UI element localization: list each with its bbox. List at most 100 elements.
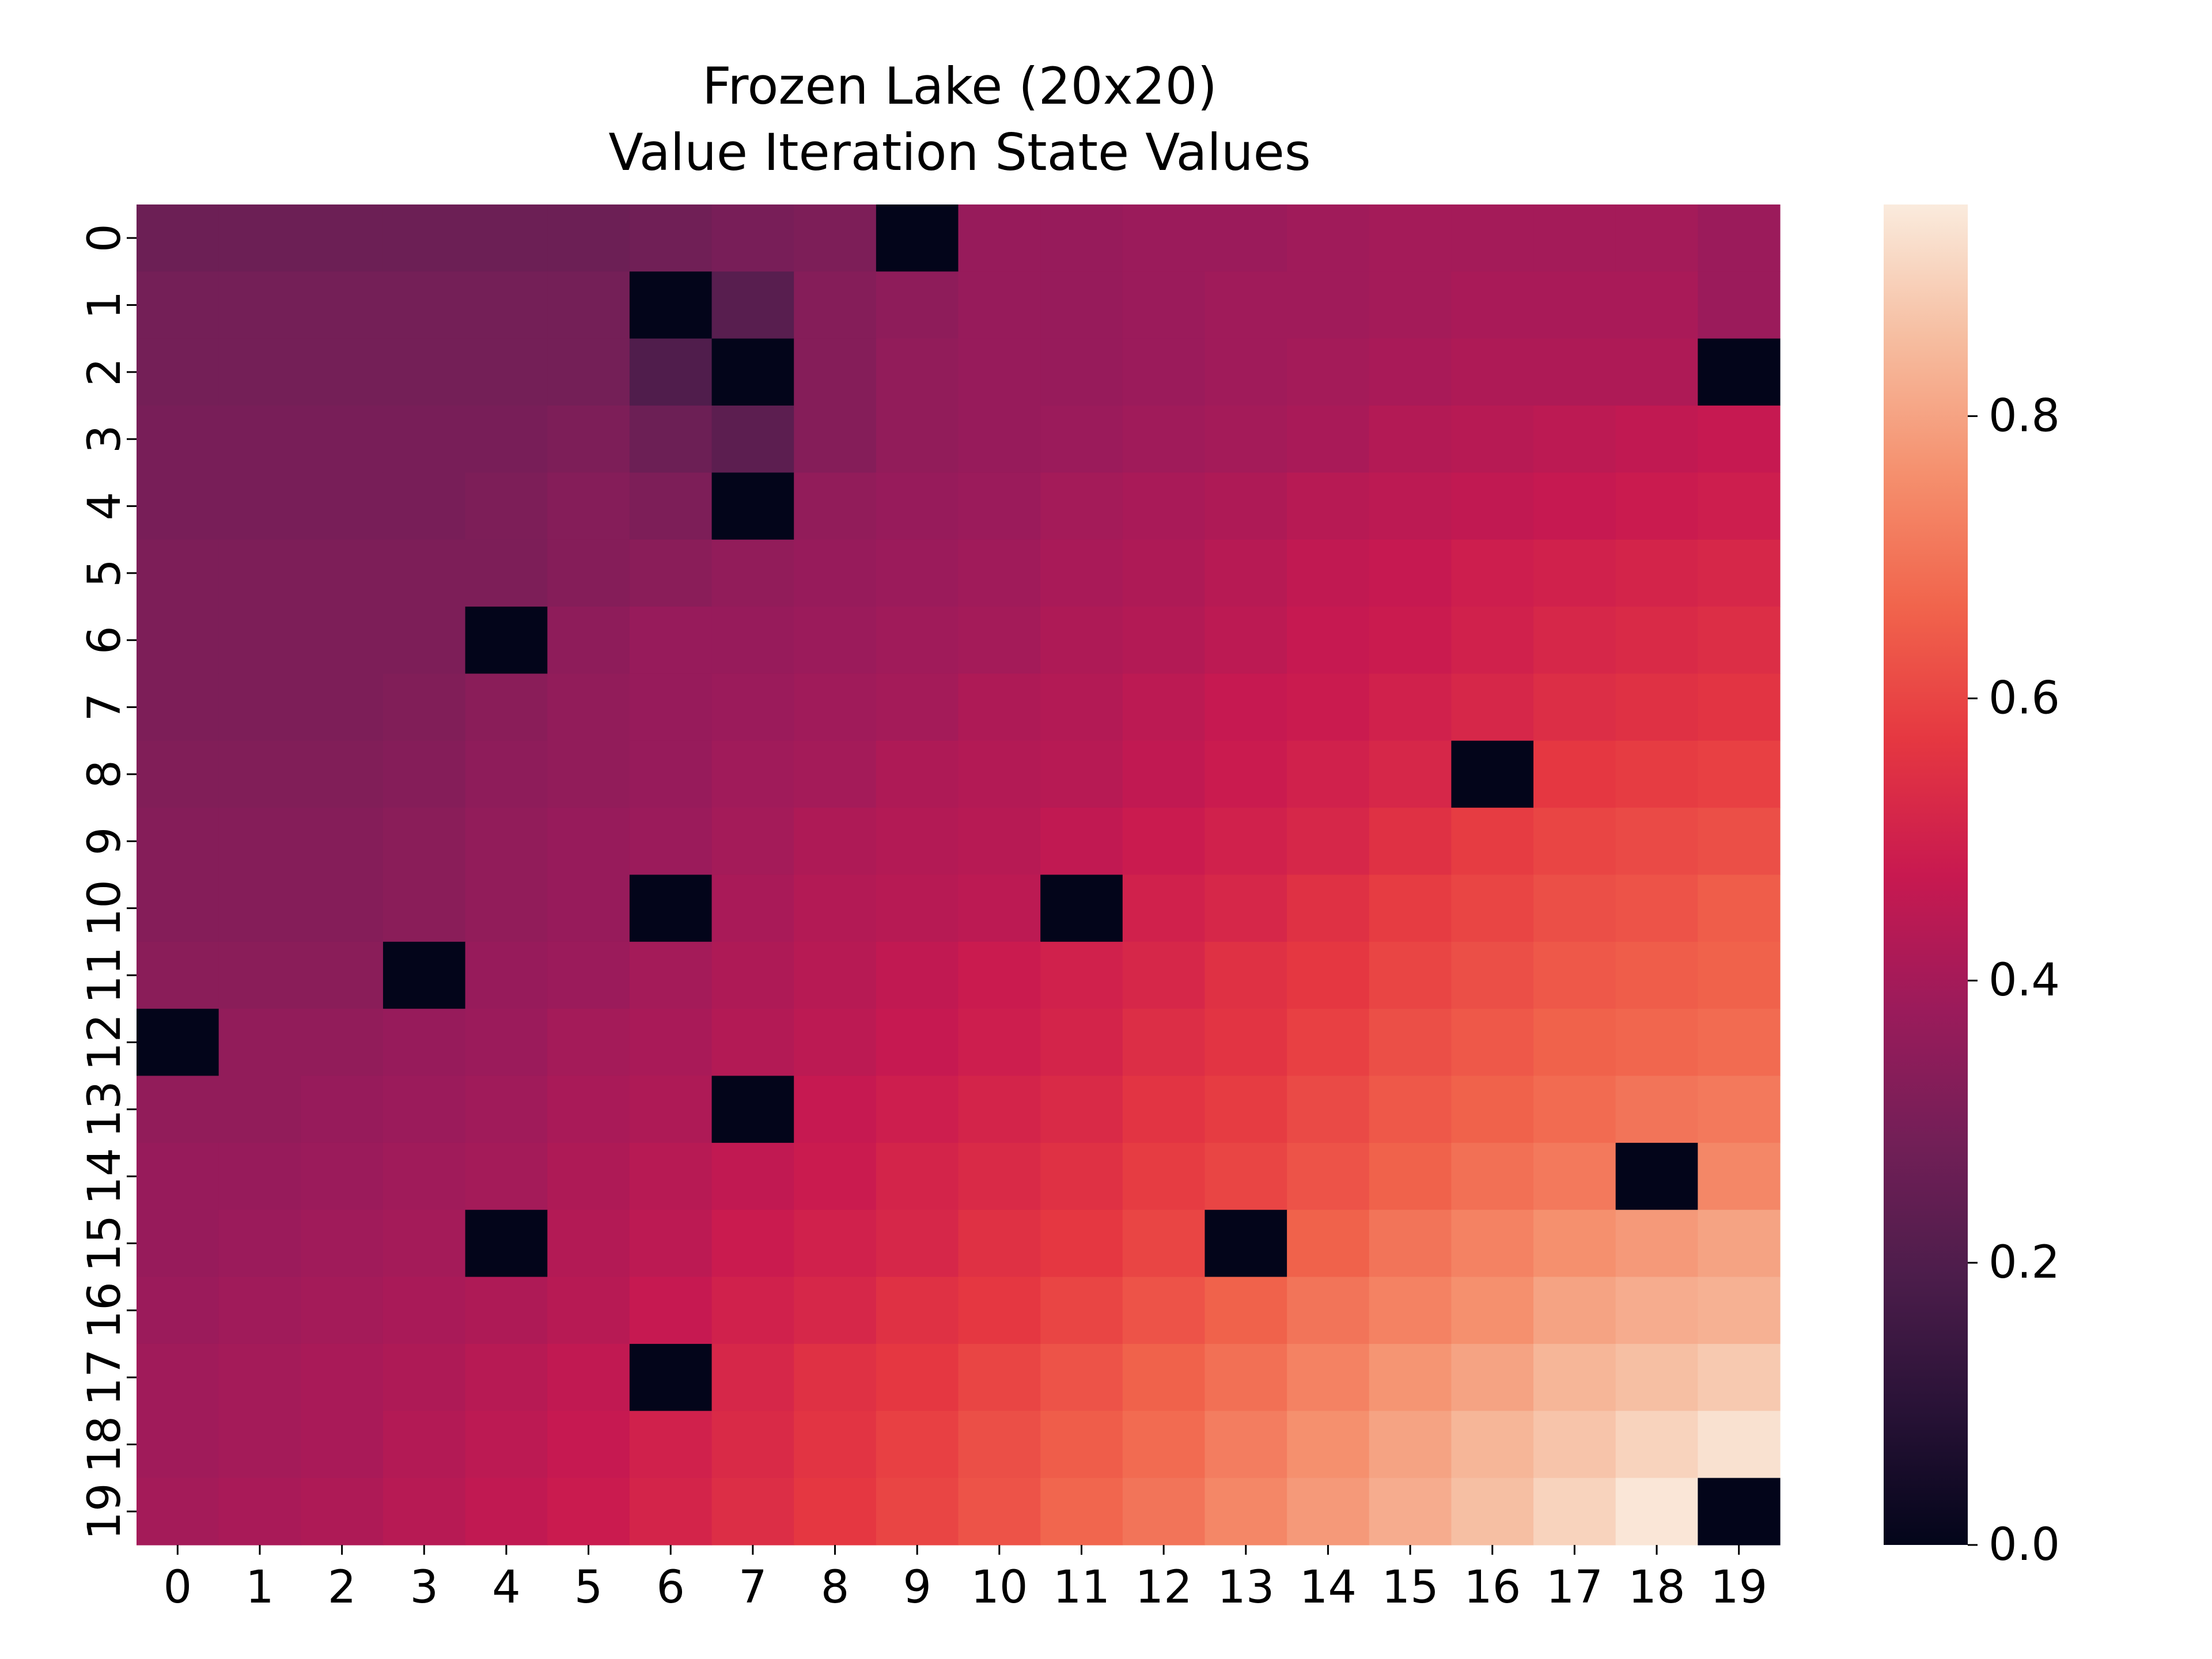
heatmap-cell-r14-c7 [711, 1142, 794, 1210]
heatmap-cell-r11-c11 [1040, 941, 1123, 1009]
heatmap-cell-r9-c2 [301, 808, 384, 876]
heatmap-cell-r0-c18 [1615, 204, 1698, 272]
heatmap-cell-r14-c8 [794, 1142, 877, 1210]
heatmap-cell-r3-c15 [1369, 406, 1452, 473]
x-tick-label: 13 [1217, 1562, 1274, 1613]
heatmap-cell-r19-c7 [711, 1478, 794, 1546]
heatmap-cell-r3-c16 [1451, 406, 1534, 473]
heatmap-cell-r4-c11 [1040, 472, 1123, 540]
heatmap-cell-r10-c15 [1369, 874, 1452, 942]
heatmap-cell-r7-c17 [1533, 673, 1616, 741]
heatmap-cell-r1-c18 [1615, 271, 1698, 339]
heatmap-cell-r10-c9 [876, 874, 959, 942]
heatmap-cell-r18-c14 [1287, 1411, 1370, 1479]
heatmap-cell-r11-c3 [382, 941, 466, 1009]
heatmap-cell-r6-c0 [137, 607, 219, 675]
heatmap-cell-r17-c4 [465, 1343, 548, 1411]
heatmap-cell-r7-c3 [382, 673, 466, 741]
heatmap-cell-r7-c10 [958, 673, 1041, 741]
heatmap-cell-r4-c9 [876, 472, 959, 540]
heatmap-cell-r10-c8 [794, 874, 877, 942]
heatmap-cell-r3-c14 [1287, 406, 1370, 473]
heatmap-cell-r1-c8 [794, 271, 877, 339]
heatmap-cell-r1-c0 [137, 271, 219, 339]
heatmap-cell-r9-c0 [137, 808, 219, 876]
heatmap-cell-r2-c11 [1040, 338, 1123, 406]
heatmap-cell-r12-c8 [794, 1009, 877, 1077]
heatmap-cell-r10-c12 [1122, 874, 1206, 942]
heatmap-cell-r14-c16 [1451, 1142, 1534, 1210]
heatmap-cell-r15-c7 [711, 1210, 794, 1278]
heatmap-cell-r14-c14 [1287, 1142, 1370, 1210]
heatmap-cell-r11-c15 [1369, 941, 1452, 1009]
heatmap-cell-r9-c17 [1533, 808, 1616, 876]
x-tick-label: 4 [492, 1562, 521, 1613]
heatmap-cell-r13-c13 [1205, 1075, 1287, 1143]
heatmap-cell-r1-c5 [547, 271, 630, 339]
heatmap-cell-r13-c6 [629, 1075, 713, 1143]
heatmap-cell-r3-c19 [1698, 406, 1781, 473]
heatmap-cell-r0-c14 [1287, 204, 1370, 272]
heatmap-cell-r12-c18 [1615, 1009, 1698, 1077]
heatmap-cell-r11-c19 [1698, 941, 1781, 1009]
heatmap-cell-r2-c16 [1451, 338, 1534, 406]
heatmap-cell-r15-c12 [1122, 1210, 1206, 1278]
heatmap-cell-r8-c14 [1287, 740, 1370, 808]
heatmap-cell-r7-c6 [629, 673, 713, 741]
y-tick-label: 0 [79, 224, 131, 252]
heatmap-cell-r5-c11 [1040, 539, 1123, 607]
heatmap-cell-r6-c11 [1040, 607, 1123, 675]
heatmap-cell-r14-c3 [382, 1142, 466, 1210]
x-tick-label: 17 [1546, 1562, 1603, 1613]
heatmap-cell-r2-c9 [876, 338, 959, 406]
heatmap-cell-r17-c19 [1698, 1343, 1781, 1411]
heatmap-cell-r16-c13 [1205, 1277, 1287, 1344]
heatmap-cell-r6-c2 [301, 607, 384, 675]
heatmap-cell-r17-c18 [1615, 1343, 1698, 1411]
heatmap-cell-r7-c1 [218, 673, 301, 741]
heatmap-cell-r2-c12 [1122, 338, 1206, 406]
y-tick-label: 12 [79, 1014, 131, 1071]
heatmap-cell-r8-c11 [1040, 740, 1123, 808]
heatmap-cell-r14-c4 [465, 1142, 548, 1210]
heatmap-cell-r0-c16 [1451, 204, 1534, 272]
heatmap-cell-r13-c17 [1533, 1075, 1616, 1143]
heatmap-cell-r12-c0 [137, 1009, 219, 1077]
heatmap-cell-r18-c9 [876, 1411, 959, 1479]
heatmap-cell-r5-c14 [1287, 539, 1370, 607]
heatmap-cell-r18-c3 [382, 1411, 466, 1479]
heatmap-cell-r3-c4 [465, 406, 548, 473]
heatmap-cell-r16-c12 [1122, 1277, 1206, 1344]
y-tick-label: 16 [79, 1282, 131, 1339]
heatmap-cell-r5-c17 [1533, 539, 1616, 607]
heatmap-cell-r8-c6 [629, 740, 713, 808]
heatmap-cell-r13-c2 [301, 1075, 384, 1143]
y-tick-label: 7 [79, 693, 131, 722]
heatmap-cell-r14-c15 [1369, 1142, 1452, 1210]
heatmap-cell-r19-c10 [958, 1478, 1041, 1546]
heatmap-cell-r6-c4 [465, 607, 548, 675]
heatmap-cell-r18-c5 [547, 1411, 630, 1479]
heatmap-cell-r3-c1 [218, 406, 301, 473]
y-tick-label: 3 [79, 425, 131, 453]
heatmap-cell-r3-c10 [958, 406, 1041, 473]
heatmap-cell-r6-c1 [218, 607, 301, 675]
heatmap-cell-r19-c15 [1369, 1478, 1452, 1546]
heatmap-cell-r3-c18 [1615, 406, 1698, 473]
heatmap-cell-r0-c19 [1698, 204, 1781, 272]
heatmap-cell-r12-c10 [958, 1009, 1041, 1077]
heatmap-cell-r15-c19 [1698, 1210, 1781, 1278]
heatmap-cell-r19-c4 [465, 1478, 548, 1546]
heatmap-cell-r15-c14 [1287, 1210, 1370, 1278]
heatmap-cell-r4-c6 [629, 472, 713, 540]
heatmap-cell-r1-c10 [958, 271, 1041, 339]
heatmap-cell-r7-c14 [1287, 673, 1370, 741]
heatmap-cell-r12-c6 [629, 1009, 713, 1077]
heatmap-cell-r19-c13 [1205, 1478, 1287, 1546]
heatmap-cell-r17-c15 [1369, 1343, 1452, 1411]
heatmap-cell-r9-c10 [958, 808, 1041, 876]
heatmap-cell-r17-c5 [547, 1343, 630, 1411]
heatmap-cell-r10-c6 [629, 874, 713, 942]
heatmap-cell-r5-c7 [711, 539, 794, 607]
